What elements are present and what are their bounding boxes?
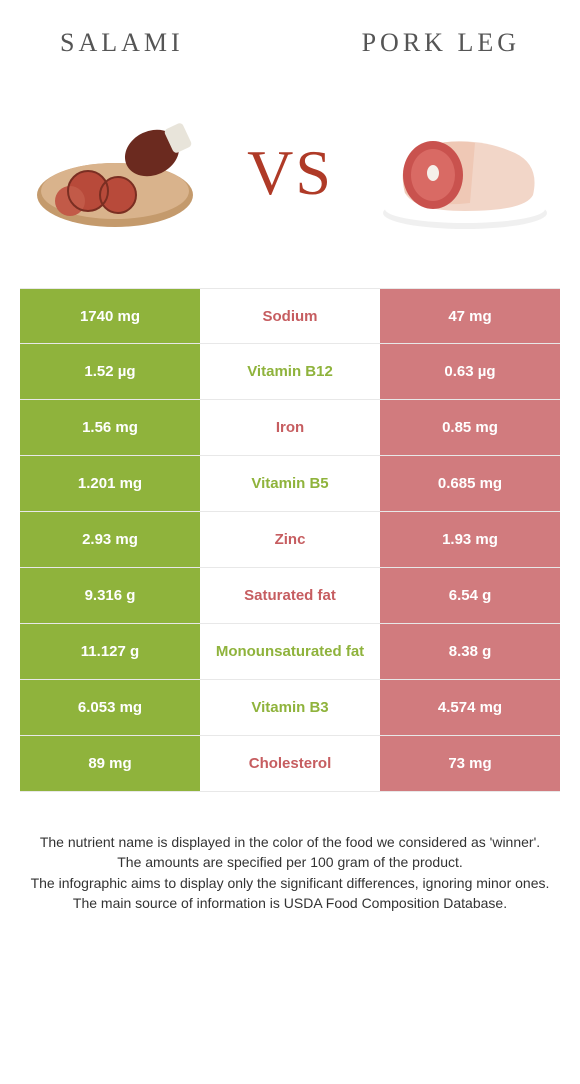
right-value: 6.54 g (380, 568, 560, 623)
nutrient-label: Iron (200, 400, 380, 455)
nutrient-row: 2.93 mgZinc1.93 mg (20, 512, 560, 568)
right-value: 73 mg (380, 736, 560, 791)
nutrient-row: 11.127 gMonounsaturated fat8.38 g (20, 624, 560, 680)
nutrient-row: 1.56 mgIron0.85 mg (20, 400, 560, 456)
right-value: 47 mg (380, 289, 560, 343)
left-value: 1740 mg (20, 289, 200, 343)
nutrient-label: Vitamin B3 (200, 680, 380, 735)
right-value: 0.685 mg (380, 456, 560, 511)
vs-label: VS (247, 136, 333, 210)
right-food-image (375, 108, 550, 238)
nutrient-label: Sodium (200, 289, 380, 343)
right-value: 0.85 mg (380, 400, 560, 455)
nutrient-row: 6.053 mgVitamin B34.574 mg (20, 680, 560, 736)
nutrient-label: Vitamin B5 (200, 456, 380, 511)
nutrient-label: Monounsaturated fat (200, 624, 380, 679)
left-value: 11.127 g (20, 624, 200, 679)
right-value: 1.93 mg (380, 512, 560, 567)
left-value: 1.201 mg (20, 456, 200, 511)
left-value: 2.93 mg (20, 512, 200, 567)
left-food-image (30, 108, 205, 238)
left-food-title: Salami (60, 28, 184, 58)
right-value: 8.38 g (380, 624, 560, 679)
right-value: 0.63 µg (380, 344, 560, 399)
nutrient-label: Cholesterol (200, 736, 380, 791)
nutrient-row: 9.316 gSaturated fat6.54 g (20, 568, 560, 624)
footer-line-2: The amounts are specified per 100 gram o… (20, 852, 560, 872)
nutrient-row: 89 mgCholesterol73 mg (20, 736, 560, 792)
footer-line-3: The infographic aims to display only the… (20, 873, 560, 893)
footer-line-4: The main source of information is USDA F… (20, 893, 560, 913)
left-value: 1.56 mg (20, 400, 200, 455)
nutrient-row: 1740 mgSodium47 mg (20, 288, 560, 344)
right-food-title: Pork leg (362, 28, 520, 58)
nutrient-table: 1740 mgSodium47 mg1.52 µgVitamin B120.63… (20, 288, 560, 792)
left-value: 6.053 mg (20, 680, 200, 735)
left-value: 89 mg (20, 736, 200, 791)
comparison-infographic: Salami Pork leg VS (0, 0, 580, 913)
right-value: 4.574 mg (380, 680, 560, 735)
vs-row: VS (0, 78, 580, 288)
footer-notes: The nutrient name is displayed in the co… (20, 832, 560, 913)
nutrient-row: 1.52 µgVitamin B120.63 µg (20, 344, 560, 400)
header: Salami Pork leg (0, 0, 580, 78)
nutrient-label: Saturated fat (200, 568, 380, 623)
nutrient-label: Zinc (200, 512, 380, 567)
left-value: 9.316 g (20, 568, 200, 623)
nutrient-label: Vitamin B12 (200, 344, 380, 399)
nutrient-row: 1.201 mgVitamin B50.685 mg (20, 456, 560, 512)
left-value: 1.52 µg (20, 344, 200, 399)
footer-line-1: The nutrient name is displayed in the co… (20, 832, 560, 852)
